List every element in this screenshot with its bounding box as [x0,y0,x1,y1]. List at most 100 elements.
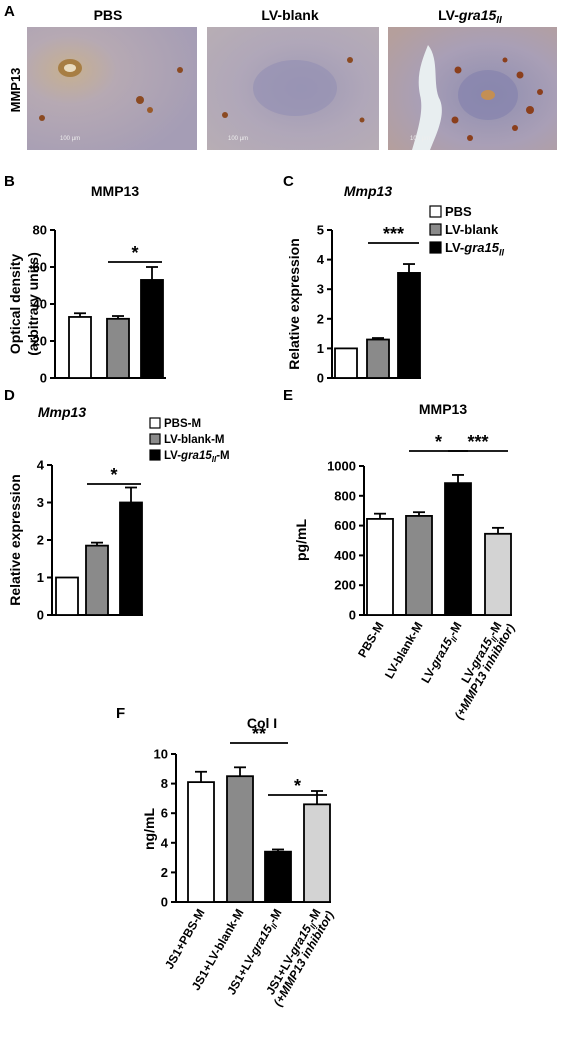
scale-bar-label-lv-blank: 100 µm [228,136,248,142]
panel-f-letter: F [116,705,125,722]
chart-e-tick-label: 400 [334,548,356,563]
chart-d-bar [119,501,143,616]
chart-b: MMP13 Optical density (arbitrary units) 0 20… [7,183,166,386]
chart-e-title: MMP13 [419,401,467,417]
chart-c-title: Mmp13 [344,183,392,199]
chart-d-legend-label: PBS-M [164,418,201,430]
chart-d-bar [55,576,79,616]
chart-d-legend-swatch [149,417,161,429]
chart-e-bar [366,517,394,616]
chart-f-bar [187,781,215,903]
chart-b-bar [68,316,92,379]
chart-b-ylabel: Optical density [7,254,23,355]
panel-c-letter: C [283,173,294,190]
chart-d-tick-label: 1 [37,570,44,585]
chart-c-tick-label: 4 [317,252,325,267]
chart-b-bar [140,279,164,379]
chart-e-bar [444,482,472,616]
chart-b-tick-label: 0 [40,371,47,386]
chart-f-tick-label: 10 [154,747,168,762]
chart-d-legend-label: LV-blank-M [164,434,224,446]
chart-d-tick-label: 4 [37,458,45,473]
chart-f-significance-label: * [294,776,301,796]
chart-d-tick-label: 0 [37,608,44,623]
chart-c-bar [397,272,421,379]
chart-e-tick-label: 600 [334,518,356,533]
chart-d-tick-label: 3 [37,495,44,510]
chart-b-bar [106,317,130,379]
chart-c-bar [334,347,358,379]
chart-f-tick-label: 4 [161,835,169,850]
scale-bar-label-pbs: 100 µm [60,136,80,142]
panel-d-letter: D [4,387,15,404]
chart-b-ylabel: (arbitrary units) [25,252,41,355]
chart-e-ylabel: pg/mL [293,519,309,561]
chart-d-legend-swatch [149,433,161,445]
chart-d-tick-label: 2 [37,533,44,548]
chart-f: Col Ing/mL0246810***JS1+PBS-MJS1+LV-blan… [141,715,337,1009]
chart-d-legend-swatch [149,449,161,461]
chart-c-legend-label: PBS [445,204,472,219]
chart-e-bar [405,515,433,616]
scale-bar-label-lv-gra15: 100 µm [410,136,430,142]
chart-c-tick-label: 1 [317,341,324,356]
chart-e-tick-label: 0 [349,608,356,623]
chart-f-bar [264,850,292,903]
chart-c-tick-label: 5 [317,223,324,238]
chart-d-bar [85,544,109,616]
chart-b-tick-label: 80 [33,223,47,238]
chart-b-significance-label: * [131,243,138,263]
chart-c-legend-label: LV-blank [445,222,499,237]
chart-f-title: Col I [247,715,277,731]
panel-b-letter: B [4,173,15,190]
micrograph-lv-gra15: 100 µm [388,27,557,150]
image-title-lv-blank: LV-blank [261,7,319,23]
chart-f-tick-label: 2 [161,865,168,880]
chart-f-category-label: JS1+PBS-M [162,907,208,972]
chart-e-tick-label: 800 [334,488,356,503]
chart-f-tick-label: 6 [161,806,168,821]
chart-d-significance-label: * [110,465,117,485]
chart-c-legend-swatch [429,241,442,254]
chart-c-ylabel: Relative expression [286,238,302,370]
chart-e-significance-label: * [435,432,442,452]
chart-c-legend-swatch [429,205,442,218]
panel-a-row-label: MMP13 [8,68,23,113]
chart-e-significance-label: *** [467,432,488,452]
chart-f-ylabel: ng/mL [141,808,157,850]
chart-c: Mmp13 Relative expression 0 1 2 3 4 5 *** PBS LV-b… [286,183,504,386]
chart-c-tick-label: 0 [317,371,324,386]
chart-f-tick-label: 8 [161,776,168,791]
chart-c-tick-label: 2 [317,311,324,326]
chart-e-category-label: PBS-M [355,620,386,660]
chart-c-legend-swatch [429,223,442,236]
chart-f-bar [226,775,254,903]
chart-f-bar [303,803,331,903]
chart-c-bar [366,338,390,379]
chart-b-tick-label: 20 [33,334,47,349]
chart-d-ylabel: Relative expression [7,474,23,606]
chart-d: Mmp13 Relative expression 0 1 2 3 4 * PBS-M LV-bl… [7,404,230,623]
chart-c-significance-label: *** [383,224,404,244]
chart-f-significance-label: ** [252,724,266,744]
chart-c-tick-label: 3 [317,282,324,297]
chart-e-bar [484,532,512,616]
panel-a: A MMP13 PBS LV-blank LV-gra15II 100 µm 1… [4,3,557,150]
micrograph-lv-blank: 100 µm [207,27,379,150]
image-title-pbs: PBS [94,7,123,23]
chart-b-title: MMP13 [91,183,139,199]
chart-f-tick-label: 0 [161,895,168,910]
chart-e-tick-label: 200 [334,578,356,593]
chart-e-tick-label: 1000 [327,459,356,474]
panel-a-letter: A [4,3,15,20]
micrograph-pbs: 100 µm [27,27,197,150]
chart-b-tick-label: 60 [33,260,47,275]
chart-d-legend-label: LV-gra15II-M [164,450,230,464]
chart-c-legend-label: LV-gra15II [445,240,504,257]
panel-e-letter: E [283,387,293,404]
chart-b-tick-label: 40 [33,297,47,312]
chart-d-title: Mmp13 [38,404,86,420]
chart-e-category-label: LV-blank-M [382,620,426,682]
